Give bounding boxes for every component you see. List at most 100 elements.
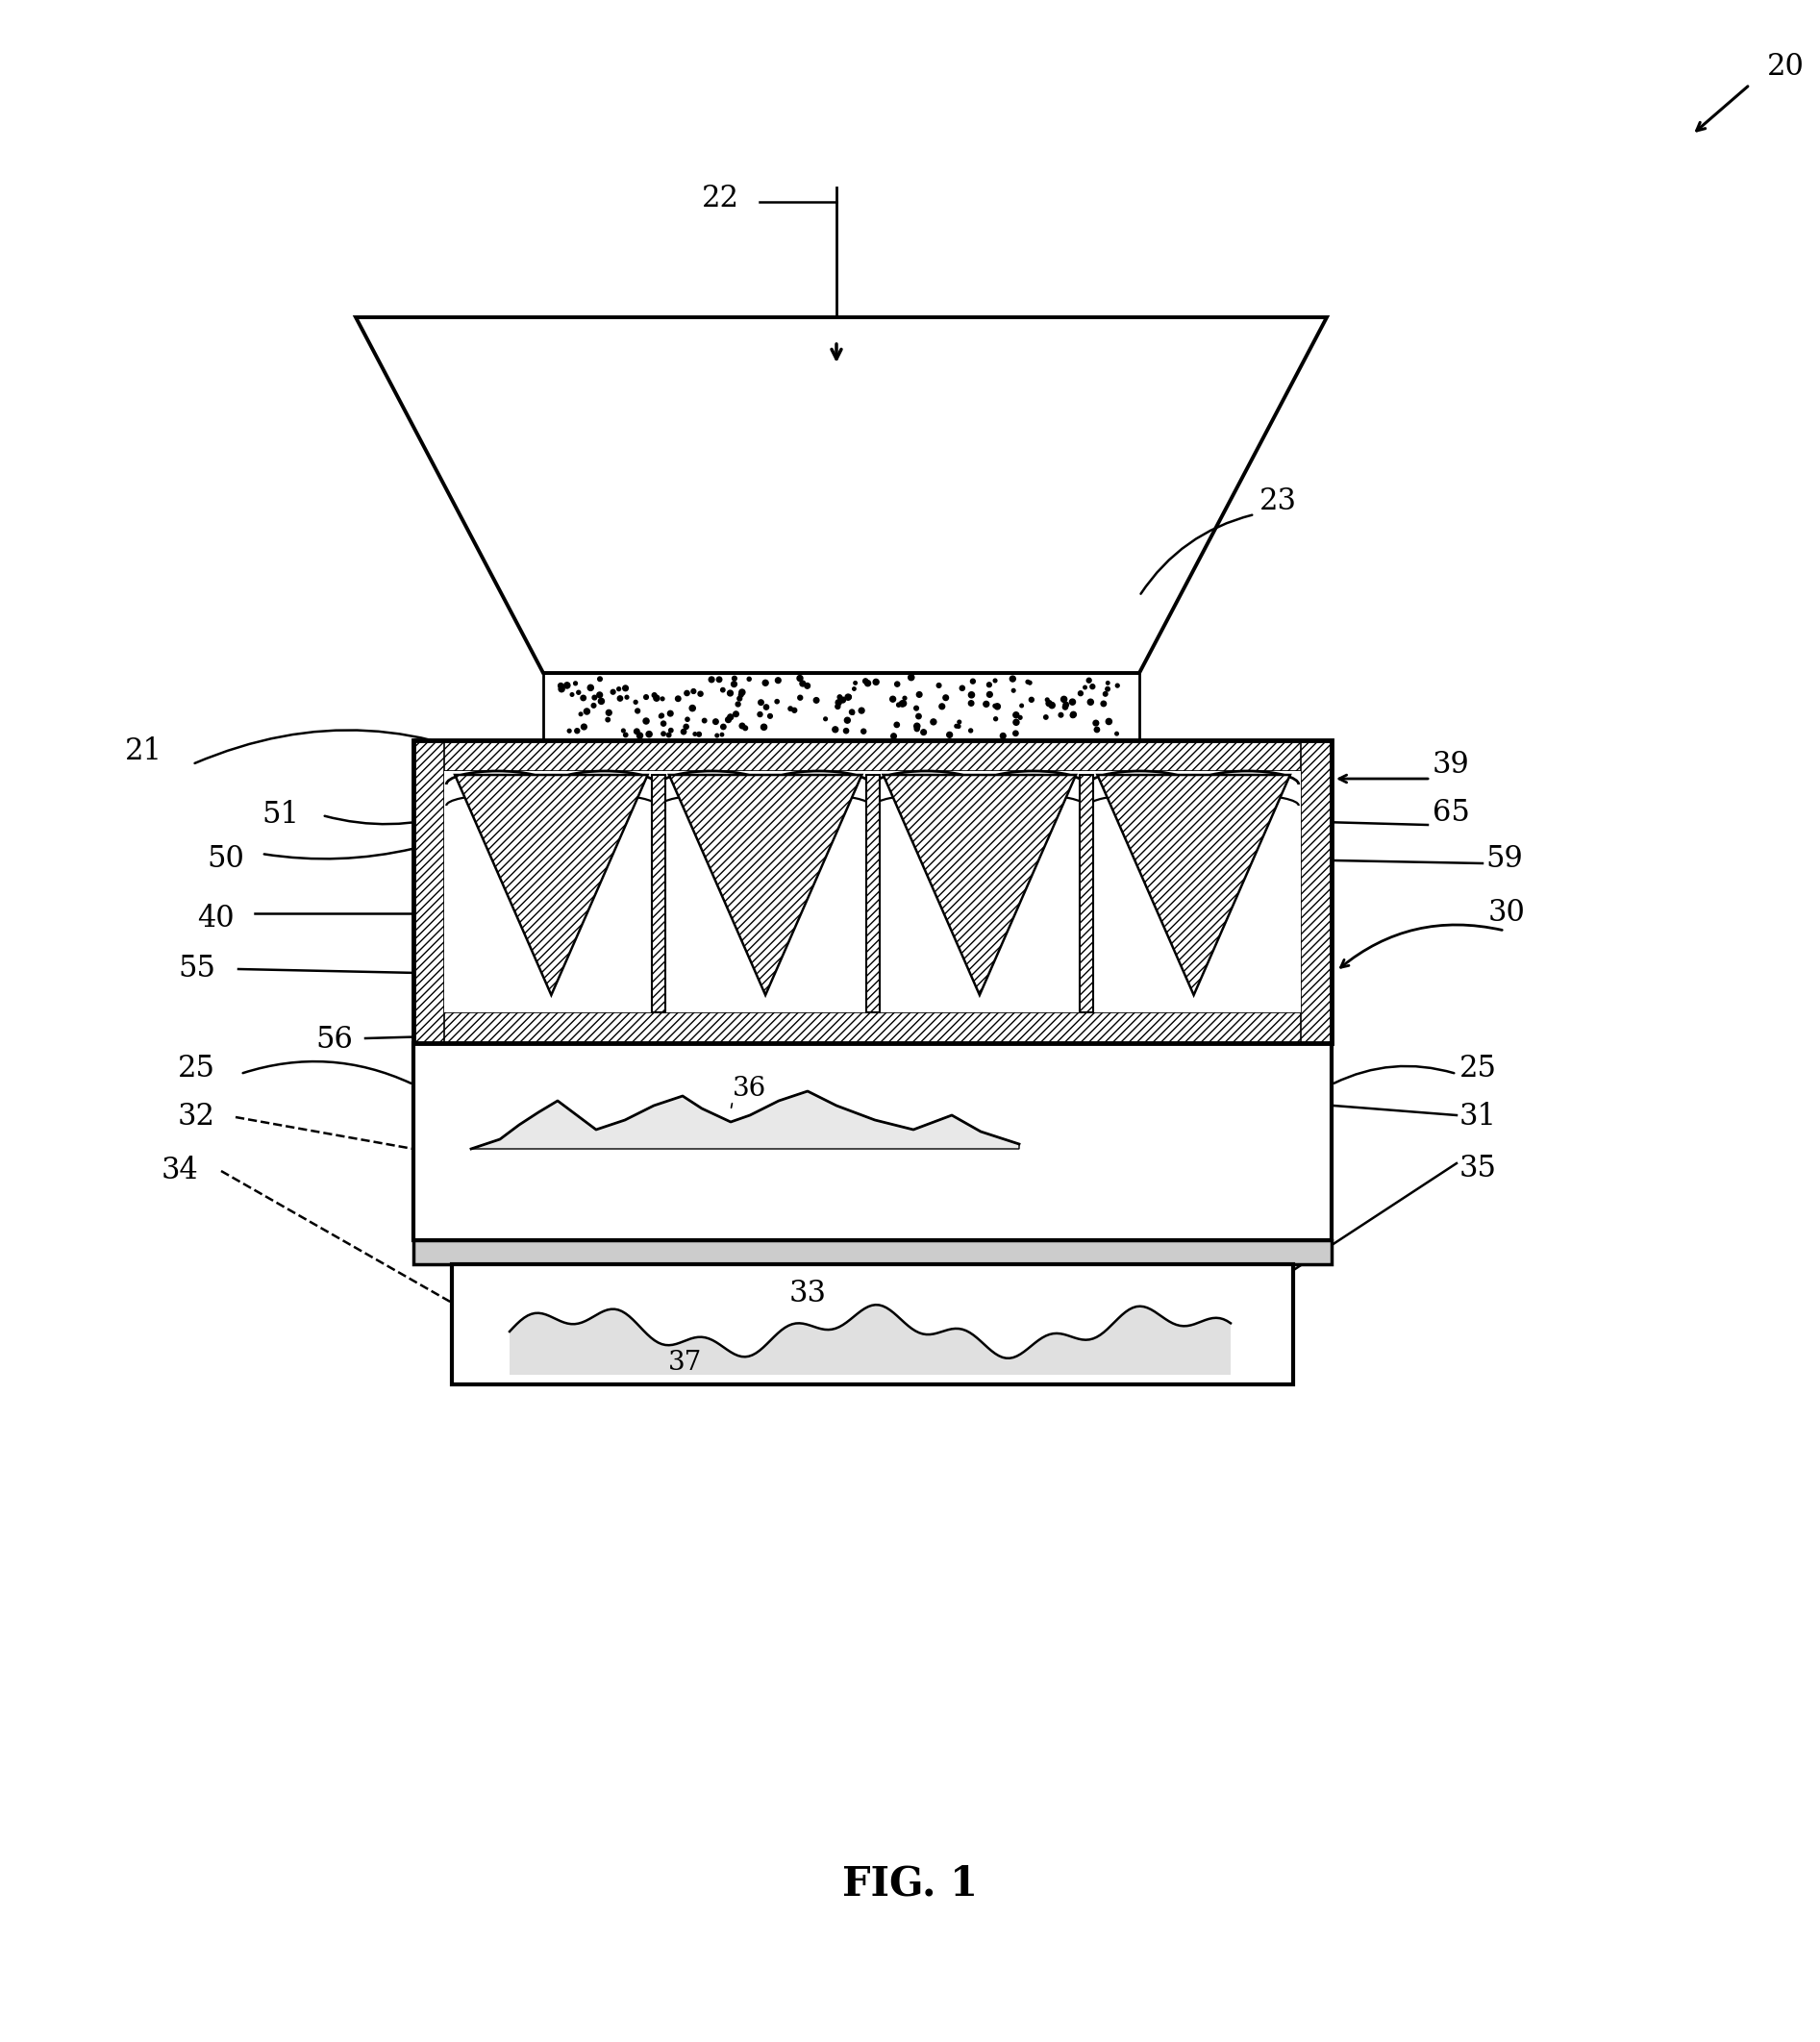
Point <box>794 670 823 702</box>
Point <box>888 686 917 719</box>
Point <box>888 688 917 721</box>
Point <box>1057 686 1087 719</box>
Point <box>1001 707 1030 739</box>
Point <box>812 702 841 735</box>
Point <box>735 664 764 696</box>
Text: 55: 55 <box>178 954 215 984</box>
Point <box>673 702 703 735</box>
Point <box>999 674 1028 707</box>
Point <box>1016 666 1045 698</box>
Point <box>610 715 639 747</box>
Point <box>690 704 719 737</box>
Text: 22: 22 <box>703 184 739 214</box>
Text: 32: 32 <box>178 1103 215 1131</box>
Point <box>622 715 652 747</box>
Point <box>595 696 624 729</box>
Text: 50: 50 <box>207 843 244 874</box>
Point <box>579 690 608 723</box>
Point <box>981 702 1010 735</box>
Point <box>708 719 737 751</box>
Point <box>981 690 1010 723</box>
Point <box>1006 700 1036 733</box>
Point <box>1067 678 1096 711</box>
Point <box>641 678 670 711</box>
Point <box>586 664 615 696</box>
Point <box>746 686 775 719</box>
Point <box>834 680 863 713</box>
Polygon shape <box>883 774 1076 994</box>
Point <box>943 711 972 743</box>
Point <box>834 704 863 737</box>
Point <box>846 694 875 727</box>
Point <box>632 704 661 737</box>
Point <box>672 676 701 709</box>
Polygon shape <box>883 774 1076 994</box>
Point <box>879 719 908 751</box>
Bar <box>413 741 1332 1043</box>
Point <box>724 688 753 721</box>
Point <box>1074 664 1103 696</box>
Point <box>548 672 577 704</box>
Point <box>1017 684 1046 717</box>
Point <box>1076 686 1105 719</box>
Point <box>750 711 779 743</box>
Point <box>908 717 937 749</box>
Bar <box>413 741 1332 1043</box>
Text: 39: 39 <box>1432 749 1471 780</box>
Point <box>626 719 655 751</box>
Point <box>584 678 613 711</box>
Point <box>1103 717 1132 749</box>
Point <box>835 680 864 713</box>
Text: 25: 25 <box>1460 1054 1498 1084</box>
Point <box>957 686 986 719</box>
Text: FIG. 1: FIG. 1 <box>841 1864 977 1905</box>
Point <box>724 682 753 715</box>
Point <box>839 672 868 704</box>
Point <box>599 676 628 709</box>
Point <box>879 682 908 715</box>
Point <box>786 682 815 715</box>
Point <box>828 684 857 717</box>
Point <box>803 684 832 717</box>
Point <box>653 719 682 751</box>
Point <box>697 664 726 696</box>
Point <box>612 680 641 713</box>
Point <box>612 719 641 751</box>
Text: 25: 25 <box>178 1054 215 1084</box>
Point <box>1094 666 1123 698</box>
Point <box>823 690 852 723</box>
Bar <box>451 1264 1294 1384</box>
Point <box>726 678 755 711</box>
Point <box>957 678 986 711</box>
Point <box>701 704 730 737</box>
Point <box>715 700 744 733</box>
Text: 56: 56 <box>315 1025 353 1056</box>
Point <box>1001 698 1030 731</box>
Point <box>650 717 679 749</box>
Point <box>1050 690 1079 723</box>
Point <box>883 709 912 741</box>
Point <box>832 715 861 747</box>
Point <box>841 666 870 698</box>
Text: 23: 23 <box>1259 486 1298 517</box>
Text: 31: 31 <box>1460 1103 1498 1131</box>
Point <box>1032 684 1061 717</box>
Point <box>928 690 957 723</box>
Point <box>1103 670 1132 702</box>
Point <box>1050 682 1079 715</box>
Bar <box>652 774 664 1013</box>
Point <box>1059 698 1088 731</box>
Point <box>670 715 699 747</box>
Text: 34: 34 <box>162 1156 198 1186</box>
Point <box>890 682 919 715</box>
Point <box>648 698 677 731</box>
Point <box>728 676 757 709</box>
Point <box>708 711 737 743</box>
Point <box>905 678 934 711</box>
Point <box>956 715 985 747</box>
Point <box>997 662 1026 694</box>
Point <box>713 702 743 735</box>
Point <box>646 700 675 733</box>
Point <box>704 664 733 696</box>
Point <box>561 668 590 700</box>
